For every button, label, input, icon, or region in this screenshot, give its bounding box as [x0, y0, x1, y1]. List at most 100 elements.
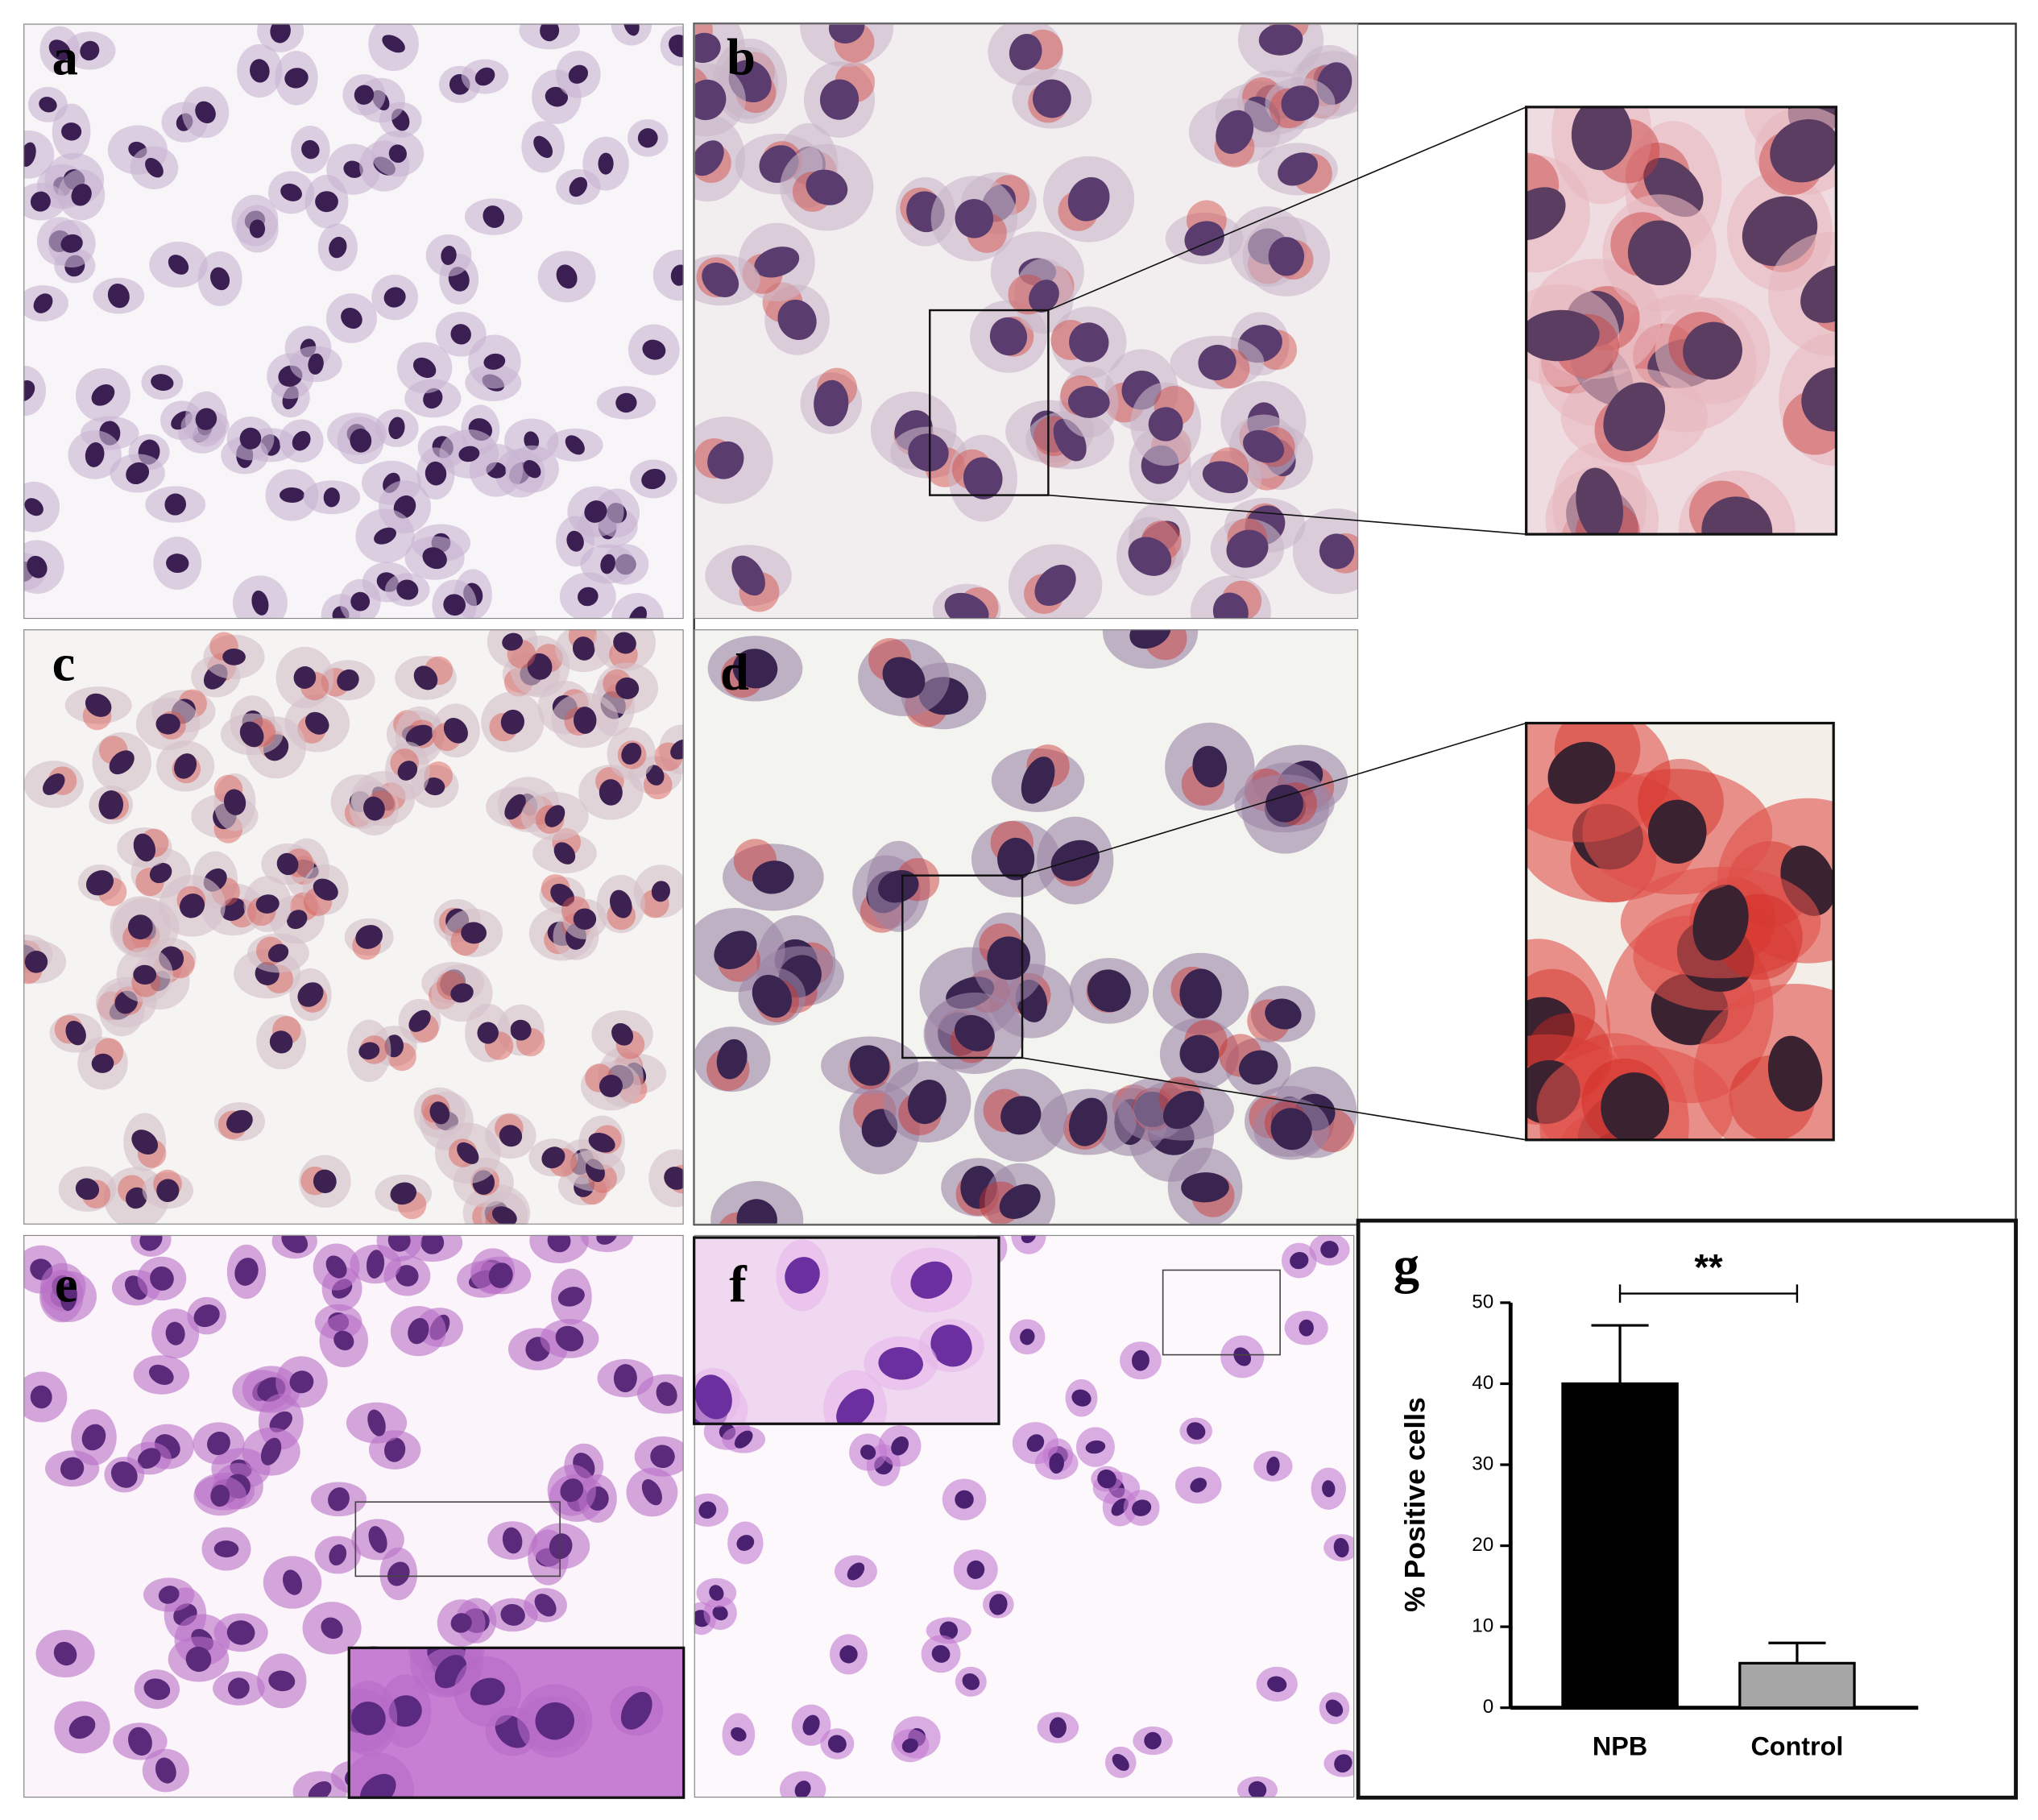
- nucleus: [574, 707, 597, 734]
- nucleus: [1032, 79, 1071, 118]
- nucleus: [388, 417, 405, 440]
- nucleus: [656, 1382, 677, 1407]
- nucleus: [901, 1738, 918, 1753]
- nucleus: [429, 1101, 450, 1125]
- nucleus: [628, 606, 647, 620]
- nucleus: [1068, 1097, 1108, 1146]
- zoom-box: [354, 1501, 561, 1577]
- nucleus: [85, 442, 105, 467]
- nucleus: [387, 1234, 411, 1252]
- nucleus: [610, 889, 632, 918]
- nucleus: [1267, 1676, 1287, 1693]
- nucleus: [450, 1613, 472, 1633]
- nucleus: [341, 307, 362, 329]
- nucleus: [1571, 106, 1632, 171]
- nucleus: [292, 430, 311, 451]
- nucleus: [963, 457, 1003, 500]
- nucleus: [731, 1727, 747, 1742]
- nucleus: [81, 1424, 106, 1451]
- nucleus: [195, 408, 217, 430]
- nucleus: [1128, 537, 1172, 576]
- inset-border: [1525, 106, 1838, 536]
- nucleus: [396, 1265, 419, 1287]
- nucleus: [637, 128, 658, 148]
- nucleus: [502, 1527, 523, 1554]
- nucleus: [615, 677, 640, 699]
- micrographs: [23, 23, 1838, 1799]
- nucleus: [716, 1039, 748, 1080]
- nucleus: [1701, 496, 1773, 535]
- nucleus: [573, 908, 597, 930]
- nucleus: [540, 23, 560, 42]
- nucleus: [155, 1757, 176, 1784]
- nucleus: [251, 590, 269, 616]
- nucleus: [545, 86, 568, 107]
- nucleus: [396, 579, 419, 600]
- nucleus: [599, 779, 623, 806]
- nucleus: [1202, 461, 1249, 494]
- nucleus: [425, 461, 447, 486]
- nucleus: [599, 1074, 623, 1097]
- zoom-box: [929, 309, 1050, 496]
- nucleus: [470, 1677, 505, 1706]
- nucleus: [1181, 1172, 1229, 1203]
- nucleus: [553, 842, 576, 864]
- nucleus: [145, 157, 164, 178]
- nucleus: [126, 462, 150, 484]
- nucleus: [1190, 1478, 1207, 1493]
- nucleus: [523, 460, 541, 479]
- cell: [652, 249, 684, 301]
- nucleus: [785, 1257, 820, 1294]
- nucleus: [736, 1199, 777, 1225]
- nucleus: [1212, 592, 1249, 620]
- nucleus: [174, 753, 197, 779]
- nucleus: [166, 553, 189, 574]
- nucleus: [1097, 1469, 1116, 1489]
- nucleus: [1692, 884, 1749, 961]
- nucleus: [1320, 1241, 1339, 1258]
- nucleus: [413, 665, 438, 690]
- nucleus: [143, 1678, 171, 1700]
- inset-border: [1525, 721, 1835, 1142]
- nucleus: [535, 1702, 574, 1740]
- nucleus: [962, 1673, 980, 1690]
- nucleus: [1601, 1072, 1670, 1140]
- nucleus: [48, 39, 71, 61]
- nucleus: [578, 587, 599, 607]
- nucleus: [1020, 1329, 1035, 1345]
- nucleus: [545, 805, 565, 827]
- nucleus: [566, 530, 584, 552]
- nucleus: [354, 85, 375, 105]
- nucleus: [39, 97, 57, 113]
- nucleus: [474, 67, 495, 86]
- nucleus: [541, 1146, 565, 1169]
- nucleus: [1129, 629, 1171, 649]
- nucleus: [954, 1014, 995, 1051]
- nucleus: [313, 1169, 337, 1194]
- nucleus: [504, 794, 526, 820]
- nucleus: [210, 1484, 230, 1507]
- nucleus: [207, 1431, 230, 1456]
- nucleus: [1226, 529, 1269, 568]
- nucleus: [694, 79, 727, 121]
- nucleus: [422, 547, 447, 570]
- nucleus: [179, 893, 205, 918]
- nucleus: [488, 1262, 513, 1288]
- nucleus: [387, 1561, 410, 1586]
- nucleus: [1258, 23, 1303, 56]
- nucleus: [408, 1317, 429, 1345]
- nucleus: [882, 657, 926, 699]
- nucleus: [110, 1461, 138, 1488]
- cell: [23, 365, 47, 417]
- nucleus: [1266, 1456, 1280, 1476]
- nucleus: [611, 1022, 634, 1046]
- nucleus: [907, 1080, 947, 1125]
- panel-label: b: [727, 28, 756, 86]
- nucleus: [1243, 429, 1285, 463]
- nucleus: [1576, 467, 1624, 535]
- nucleus: [931, 1644, 951, 1663]
- nucleus: [1087, 969, 1131, 1013]
- nucleus: [1767, 1035, 1823, 1112]
- nucleus: [98, 790, 124, 819]
- nucleus: [828, 23, 865, 44]
